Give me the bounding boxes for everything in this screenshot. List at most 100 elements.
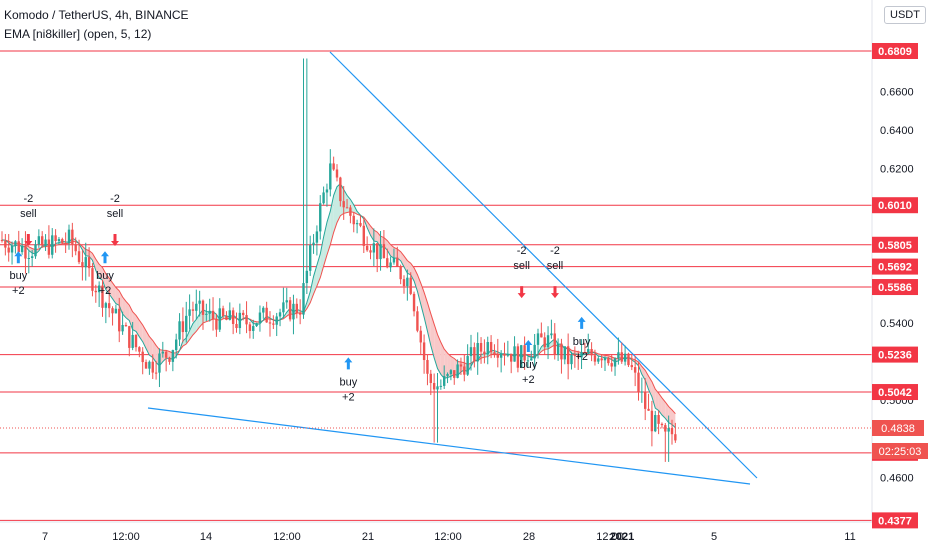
- ema-fill: [313, 265, 317, 294]
- candle-body: [456, 364, 459, 378]
- candle-body: [81, 262, 84, 268]
- candle-body: [141, 351, 144, 363]
- candle-body: [486, 342, 489, 355]
- candle-body: [459, 364, 463, 367]
- candle-body: [221, 308, 225, 317]
- ema-fill: [310, 276, 314, 303]
- candle-body: [151, 361, 154, 373]
- level-badge-text-3: 0.5692: [878, 262, 912, 274]
- candle-body: [10, 245, 14, 253]
- candle-body: [382, 244, 386, 259]
- x-tick-9: 5: [711, 531, 717, 543]
- candle-body: [523, 345, 526, 361]
- candle-body: [349, 207, 352, 216]
- candle-body: [587, 349, 590, 353]
- level-badge-text-4: 0.5586: [878, 282, 912, 294]
- candle-body: [617, 352, 620, 359]
- candle-body: [603, 357, 607, 361]
- candle-body: [54, 235, 57, 242]
- candle-body: [623, 353, 627, 362]
- candle-body: [577, 355, 580, 358]
- sell-arrow-icon: [24, 234, 33, 247]
- candle-body: [211, 310, 215, 320]
- candle-body: [402, 279, 406, 287]
- ema-fast-line: [1, 182, 676, 429]
- candle-body: [583, 352, 587, 354]
- candle-body: [463, 366, 466, 375]
- candle-body: [563, 346, 566, 360]
- candle-body: [365, 245, 369, 251]
- candle-body: [164, 351, 168, 358]
- candle-body: [27, 257, 30, 259]
- sell-signal-5: -2 sell: [513, 245, 530, 299]
- ema-fill: [125, 301, 130, 321]
- candle-body: [526, 360, 530, 362]
- candle-body: [546, 335, 550, 348]
- y-tick-3: 0.5400: [880, 318, 914, 330]
- candle-body: [94, 290, 97, 293]
- level-badge-text-0: 0.6809: [878, 46, 912, 58]
- trendline-0: [329, 51, 758, 479]
- y-tick-0: 0.6600: [880, 86, 914, 98]
- ema-fill: [333, 186, 337, 233]
- x-tick-3: 12:00: [273, 531, 301, 543]
- candle-body: [332, 163, 335, 170]
- candle-body: [550, 333, 553, 336]
- candle-body: [503, 353, 506, 356]
- ema-fill: [410, 263, 415, 282]
- ema-fill: [665, 402, 669, 423]
- candle-body: [553, 333, 556, 355]
- x-tick-5: 12:00: [434, 531, 462, 543]
- level-badge-6: [872, 384, 918, 401]
- price-axis-panel[interactable]: [872, 0, 932, 550]
- level-badge-5: [872, 346, 918, 363]
- candle-body: [175, 339, 178, 351]
- sell-text: sell: [20, 208, 37, 220]
- buy-arrow-icon: [101, 251, 109, 264]
- sell-signal-0: -2 sell: [20, 193, 37, 247]
- candle-body: [396, 257, 399, 267]
- ema-fill: [92, 253, 96, 271]
- candle-body: [479, 343, 483, 352]
- buy-signal-2: buy +2: [9, 251, 28, 297]
- candle-body: [453, 370, 456, 378]
- candle-body: [84, 257, 87, 268]
- candle-body: [37, 236, 41, 245]
- ema-fill: [424, 292, 428, 332]
- candle-body: [416, 311, 419, 331]
- currency-label[interactable]: USDT: [884, 6, 926, 24]
- sell-signal-6: -2 sell: [547, 245, 563, 299]
- candle-body: [171, 350, 175, 362]
- candle-body: [104, 303, 108, 308]
- candle-body: [419, 330, 422, 343]
- candle-body: [630, 365, 633, 368]
- candle-body: [218, 308, 221, 330]
- buy-label: buy: [96, 270, 114, 282]
- candle-body: [386, 258, 389, 268]
- buy-label: buy: [339, 376, 357, 388]
- candle-body: [201, 300, 205, 315]
- candle-body: [590, 349, 593, 356]
- ema-fill: [658, 393, 662, 415]
- indicator-legend[interactable]: EMA [ni8killer] (open, 5, 12): [4, 27, 152, 41]
- candle-body: [298, 313, 302, 315]
- level-badge-3: [872, 258, 918, 275]
- ema-fill: [115, 287, 120, 306]
- ema-fill: [387, 240, 391, 256]
- buy-arrow-icon: [344, 357, 353, 370]
- candle-body: [362, 225, 365, 246]
- candle-body: [409, 277, 412, 294]
- sell-arrow-icon: [517, 286, 526, 299]
- buy-label: buy: [519, 359, 537, 371]
- candle-body: [473, 347, 476, 362]
- candle-body: [573, 355, 577, 357]
- candle-body: [392, 257, 396, 263]
- candle-body: [288, 300, 292, 320]
- candle-body: [235, 323, 238, 329]
- candle-body: [30, 256, 34, 258]
- candle-body: [309, 245, 312, 271]
- candle-body: [154, 372, 158, 374]
